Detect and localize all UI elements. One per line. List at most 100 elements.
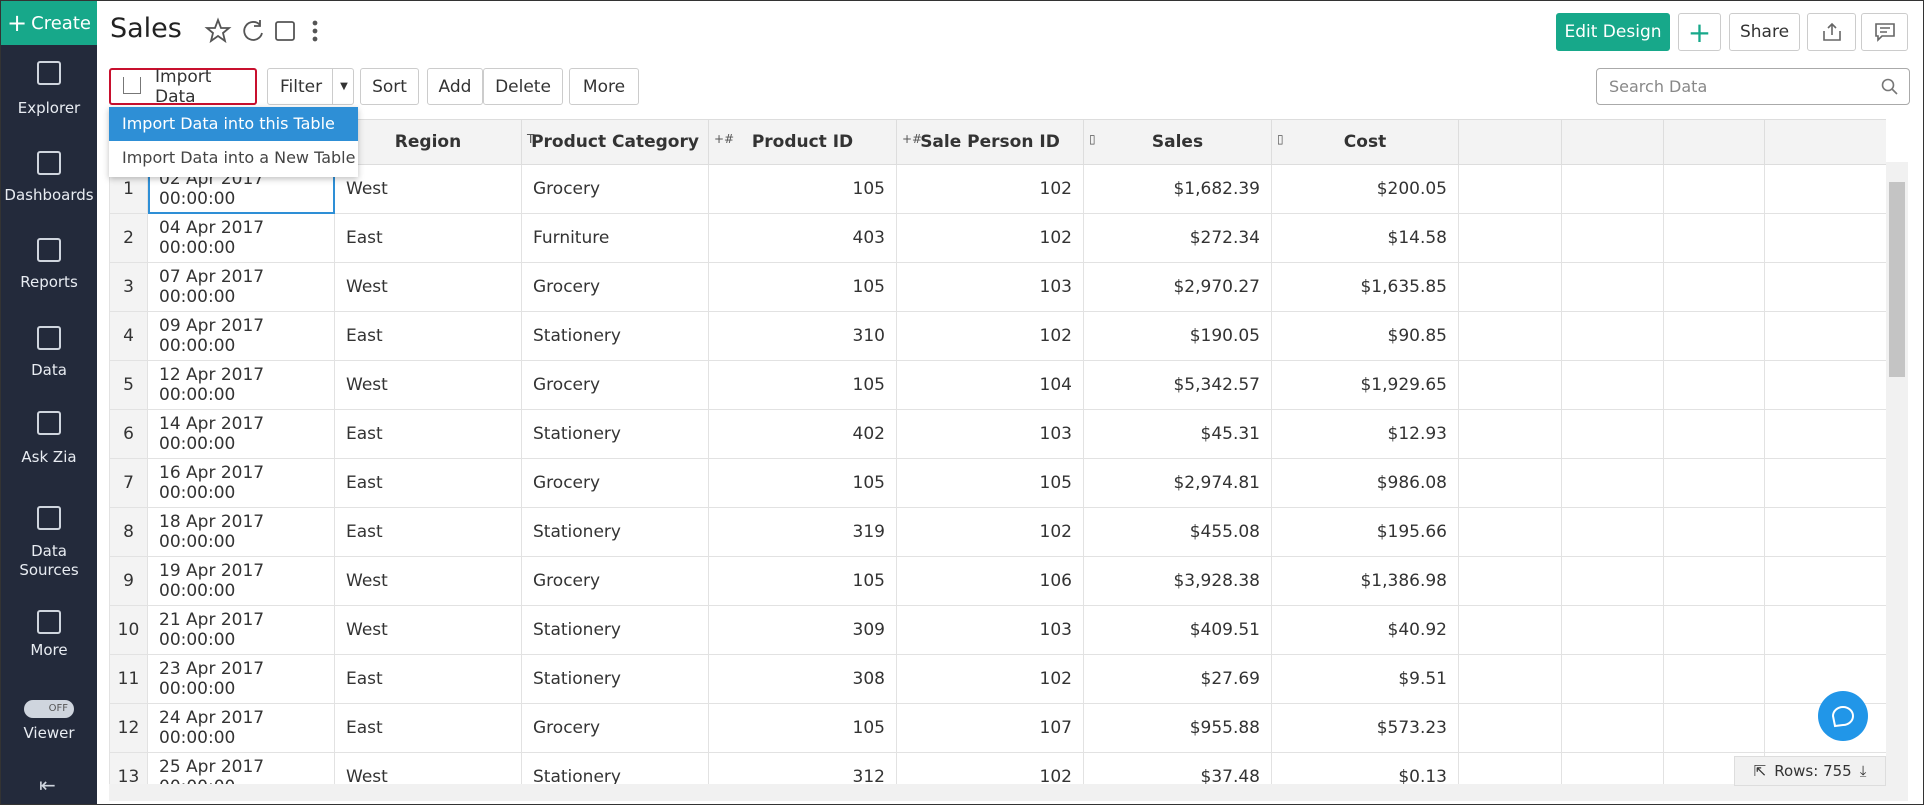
table-cell[interactable]: Stationery	[521, 507, 709, 557]
column-header[interactable]: Product Category T	[521, 119, 709, 165]
sidebar-item[interactable]: Data Sources	[19, 542, 79, 579]
table-cell[interactable]: 105	[708, 360, 897, 410]
sidebar-item[interactable]: Dashboards	[4, 186, 94, 204]
table-cell[interactable]: 104	[896, 360, 1084, 410]
table-cell[interactable]: 102	[896, 654, 1084, 704]
table-cell[interactable]: 10	[109, 605, 148, 655]
table-cell[interactable]: 14 Apr 2017 00:00:00	[147, 409, 335, 459]
sidebar-item[interactable]: Data	[31, 361, 67, 379]
table-cell[interactable]: East	[334, 213, 522, 263]
favorite-icon[interactable]	[204, 17, 232, 44]
table-cell[interactable]: West	[334, 360, 522, 410]
table-cell[interactable]: 403	[708, 213, 897, 263]
table-cell[interactable]: $1,929.65	[1271, 360, 1459, 410]
table-cell[interactable]: West	[334, 164, 522, 214]
table-cell[interactable]: $40.92	[1271, 605, 1459, 655]
table-cell[interactable]: 105	[896, 458, 1084, 508]
table-cell[interactable]: 105	[708, 458, 897, 508]
table-cell[interactable]: $986.08	[1271, 458, 1459, 508]
column-header[interactable]: Cost ▯	[1271, 119, 1459, 165]
save-icon[interactable]	[275, 21, 295, 41]
table-cell[interactable]: East	[334, 409, 522, 459]
table-cell[interactable]: 102	[896, 311, 1084, 361]
table-cell[interactable]: 13	[109, 752, 148, 784]
add-button[interactable]: +	[1678, 13, 1721, 51]
sidebar-item[interactable]: More	[30, 641, 68, 659]
table-cell[interactable]: $272.34	[1083, 213, 1272, 263]
table-cell[interactable]: $573.23	[1271, 703, 1459, 753]
table-cell[interactable]: $3,928.38	[1083, 556, 1272, 606]
horizontal-scrollbar[interactable]	[109, 784, 1908, 801]
table-cell[interactable]: 12	[109, 703, 148, 753]
table-cell[interactable]: 107	[896, 703, 1084, 753]
toolbar-button[interactable]: More	[569, 68, 639, 105]
table-cell[interactable]: $1,682.39	[1083, 164, 1272, 214]
share-button[interactable]: Share	[1729, 13, 1800, 51]
table-cell[interactable]: West	[334, 605, 522, 655]
toolbar-button[interactable]: Filter ▼	[267, 68, 354, 105]
table-cell[interactable]: East	[334, 458, 522, 508]
table-cell[interactable]: $200.05	[1271, 164, 1459, 214]
table-cell[interactable]: 04 Apr 2017 00:00:00	[147, 213, 335, 263]
table-cell[interactable]: Grocery	[521, 360, 709, 410]
menu-item[interactable]: Import Data into a New Table	[122, 148, 356, 167]
table-cell[interactable]: East	[334, 507, 522, 557]
table-cell[interactable]: 12 Apr 2017 00:00:00	[147, 360, 335, 410]
table-cell[interactable]: Stationery	[521, 409, 709, 459]
table-cell[interactable]: Grocery	[521, 556, 709, 606]
table-cell[interactable]: 105	[708, 164, 897, 214]
column-header[interactable]: Sales ▯	[1083, 119, 1272, 165]
table-cell[interactable]: 6	[109, 409, 148, 459]
table-cell[interactable]: East	[334, 654, 522, 704]
table-cell[interactable]: Stationery	[521, 311, 709, 361]
table-cell[interactable]: 25 Apr 2017 00:00:00	[147, 752, 335, 784]
viewer-toggle[interactable]: OFF	[24, 700, 74, 718]
column-header[interactable]: Product ID +#	[708, 119, 897, 165]
vertical-scrollbar[interactable]	[1886, 162, 1908, 784]
table-cell[interactable]: $90.85	[1271, 311, 1459, 361]
table-cell[interactable]: $0.13	[1271, 752, 1459, 784]
table-cell[interactable]: West	[334, 556, 522, 606]
table-cell[interactable]: 106	[896, 556, 1084, 606]
reload-icon[interactable]	[243, 20, 263, 41]
table-cell[interactable]: 24 Apr 2017 00:00:00	[147, 703, 335, 753]
table-cell[interactable]: East	[334, 703, 522, 753]
create-button[interactable]: + Create	[1, 1, 97, 45]
table-cell[interactable]: 2	[109, 213, 148, 263]
table-cell[interactable]: $37.48	[1083, 752, 1272, 784]
table-cell[interactable]: $2,970.27	[1083, 262, 1272, 312]
table-cell[interactable]: 8	[109, 507, 148, 557]
table-cell[interactable]: 312	[708, 752, 897, 784]
table-cell[interactable]: 105	[708, 262, 897, 312]
table-cell[interactable]: 105	[708, 703, 897, 753]
table-cell[interactable]: 07 Apr 2017 00:00:00	[147, 262, 335, 312]
table-cell[interactable]: $195.66	[1271, 507, 1459, 557]
edit-design-button[interactable]: Edit Design	[1556, 13, 1670, 51]
search-box[interactable]: Search Data	[1596, 68, 1910, 105]
table-cell[interactable]: $455.08	[1083, 507, 1272, 557]
table-cell[interactable]: 102	[896, 507, 1084, 557]
toolbar-button[interactable]: Sort	[360, 68, 419, 105]
table-cell[interactable]: $5,342.57	[1083, 360, 1272, 410]
table-cell[interactable]: $955.88	[1083, 703, 1272, 753]
table-cell[interactable]: $2,974.81	[1083, 458, 1272, 508]
sidebar-item[interactable]: Reports	[20, 273, 78, 291]
menu-item[interactable]: Import Data into this Table	[109, 107, 358, 141]
table-cell[interactable]: 23 Apr 2017 00:00:00	[147, 654, 335, 704]
table-cell[interactable]: Grocery	[521, 164, 709, 214]
table-cell[interactable]: $9.51	[1271, 654, 1459, 704]
column-header[interactable]: Region	[334, 119, 522, 165]
table-cell[interactable]: Grocery	[521, 458, 709, 508]
table-cell[interactable]: 102	[896, 213, 1084, 263]
table-cell[interactable]: 3	[109, 262, 148, 312]
table-cell[interactable]: 102	[896, 752, 1084, 784]
table-cell[interactable]: 103	[896, 605, 1084, 655]
export-button[interactable]	[1807, 13, 1856, 51]
table-cell[interactable]: $1,635.85	[1271, 262, 1459, 312]
filter-caret[interactable]: ▼	[332, 69, 355, 104]
table-cell[interactable]: $14.58	[1271, 213, 1459, 263]
table-cell[interactable]: 308	[708, 654, 897, 704]
table-cell[interactable]: 18 Apr 2017 00:00:00	[147, 507, 335, 557]
table-cell[interactable]: 103	[896, 409, 1084, 459]
table-cell[interactable]: Stationery	[521, 654, 709, 704]
